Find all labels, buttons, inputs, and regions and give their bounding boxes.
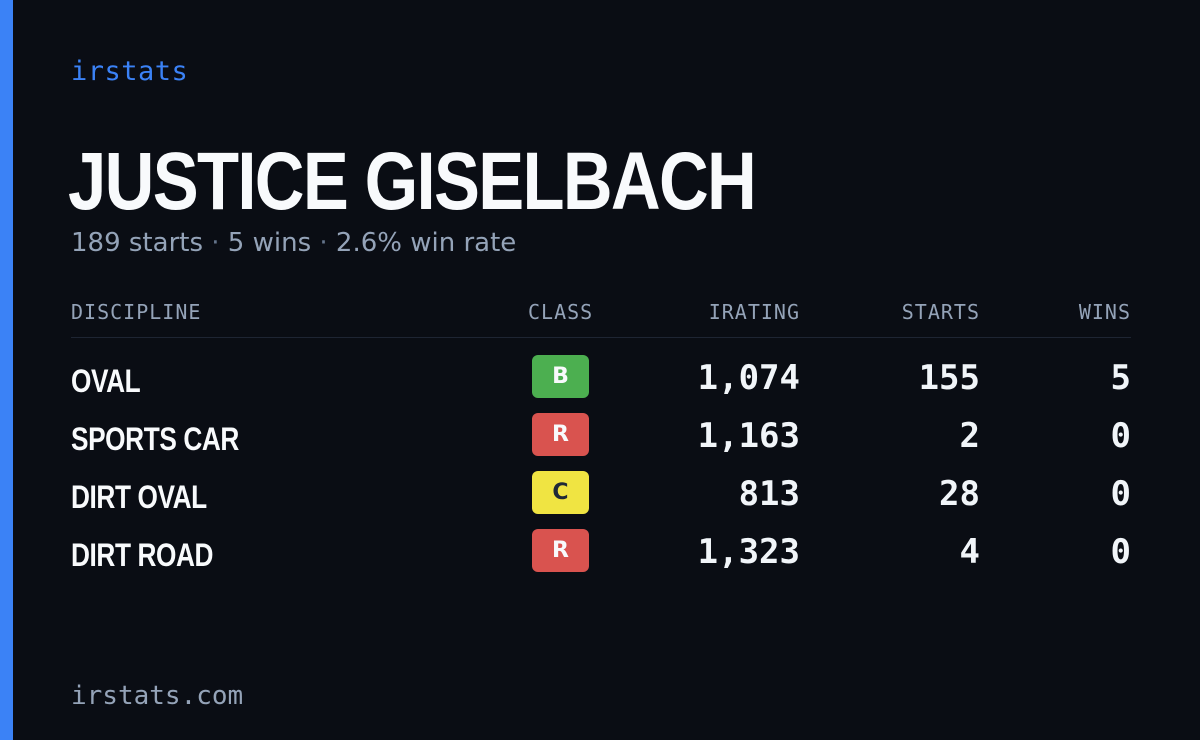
win-rate: 2.6% win rate [335, 228, 517, 258]
irating-value: 813 [738, 474, 800, 514]
header-irating: IRATING [708, 300, 800, 324]
class-badge: B [532, 355, 589, 398]
separator: · [211, 228, 220, 258]
irating-value: 1,163 [697, 416, 800, 456]
table-row: OVAL B 1,074 155 5 [71, 338, 1131, 399]
class-badge: R [532, 413, 589, 456]
irating-value: 1,074 [697, 358, 800, 398]
starts-value: 4 [959, 532, 980, 572]
table-row: DIRT OVAL C 813 28 0 [71, 454, 1131, 515]
starts-value: 155 [918, 358, 980, 398]
header-wins: WINS [1078, 300, 1131, 324]
footer-url: irstats.com [71, 681, 244, 711]
table-row: DIRT ROAD R 1,323 4 0 [71, 512, 1131, 573]
header-discipline: DISCIPLINE [71, 300, 202, 324]
brand-logo-text: irstats [71, 56, 189, 87]
driver-summary: 189 starts · 5 wins · 2.6% win rate [71, 228, 516, 258]
driver-name: JUSTICE GISELBACH [68, 136, 757, 227]
header-starts: STARTS [901, 300, 980, 324]
starts-value: 28 [939, 474, 980, 514]
class-badge: R [532, 529, 589, 572]
irating-value: 1,323 [697, 532, 800, 572]
table-header: DISCIPLINE CLASS IRATING STARTS WINS [71, 300, 1131, 338]
discipline-name: DIRT ROAD [71, 537, 214, 573]
starts-value: 2 [959, 416, 980, 456]
wins-value: 0 [1110, 416, 1131, 456]
starts-count: 189 starts [71, 228, 203, 258]
wins-value: 0 [1110, 532, 1131, 572]
wins-value: 5 [1110, 358, 1131, 398]
table-row: SPORTS CAR R 1,163 2 0 [71, 396, 1131, 457]
header-class: CLASS [528, 300, 594, 324]
separator: · [319, 228, 328, 258]
wins-count: 5 wins [227, 228, 312, 258]
stats-table: DISCIPLINE CLASS IRATING STARTS WINS OVA… [71, 300, 1131, 573]
accent-bar [0, 0, 13, 740]
discipline-name: OVAL [71, 363, 141, 399]
discipline-name: DIRT OVAL [71, 479, 207, 515]
discipline-name: SPORTS CAR [71, 421, 239, 457]
wins-value: 0 [1110, 474, 1131, 514]
class-badge: C [532, 471, 589, 514]
